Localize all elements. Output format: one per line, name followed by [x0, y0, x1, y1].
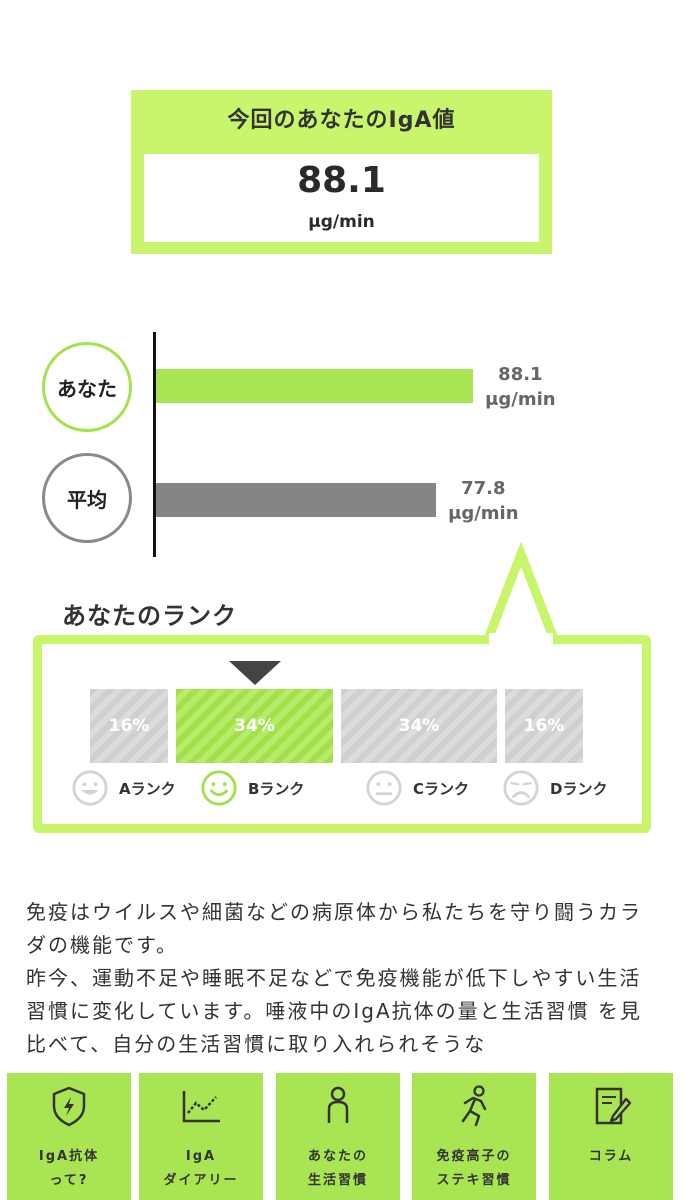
average-value-number: 77.8	[461, 478, 506, 499]
rank-segment-a: 16%	[90, 689, 168, 763]
result-unit: μg/min	[308, 212, 375, 232]
average-value-unit: μg/min	[448, 503, 519, 524]
you-value-label: 88.1 μg/min	[485, 362, 555, 412]
you-value-number: 88.1	[498, 364, 543, 385]
rank-segment-c: 34%	[341, 689, 497, 763]
nav-iga-diary[interactable]: IgA ダイアリー	[139, 1073, 263, 1200]
result-value-box: 88.1 μg/min	[144, 154, 539, 242]
average-value-label: 77.8 μg/min	[448, 476, 518, 526]
iga-result-card: 今回のあなたのIgA値 88.1 μg/min	[131, 90, 552, 254]
rank-label-c: Cランク	[413, 779, 470, 798]
shield-bolt-icon	[52, 1086, 86, 1127]
description-paragraph-2: 昨今、運動不足や睡眠不足などで免疫機能が低下しやすい生活習慣に変化しています。唾…	[26, 966, 643, 1056]
nav-lifestyle-label: あなたの 生活習慣	[307, 1149, 368, 1188]
result-title: 今回のあなたのIgA値	[227, 108, 456, 133]
you-label: あなた	[42, 342, 132, 432]
comparison-chart: あなた 平均 88.1 μg/min 77.8 μg/min	[0, 320, 683, 570]
nav-nice-habits[interactable]: 免疫高子の ステキ習慣	[412, 1073, 536, 1200]
you-bar	[156, 369, 474, 403]
big-smile-face-icon	[72, 770, 108, 806]
person-icon	[327, 1086, 349, 1123]
nav-lifestyle[interactable]: あなたの 生活習慣	[276, 1073, 400, 1200]
rank-item-d: Dランク	[502, 768, 607, 808]
rank-segment-d: 16%	[505, 689, 583, 763]
nav-iga-diary-label: IgA ダイアリー	[163, 1149, 239, 1188]
description-text: 免疫はウイルスや細菌などの病原体から私たちを守り闘うカラダの機能です。 昨今、運…	[26, 896, 658, 1061]
rank-item-a: Aランク	[71, 768, 176, 808]
you-value-unit: μg/min	[485, 389, 556, 410]
nav-column-label: コラム	[588, 1149, 634, 1164]
rank-marker-arrow	[229, 661, 281, 685]
nav-iga-about[interactable]: IgA抗体 って?	[7, 1073, 131, 1200]
nav-column[interactable]: コラム	[549, 1073, 673, 1200]
bottom-navigation: IgA抗体 って? IgA ダイアリー あなたの 生活習慣 免疫高子の ステキ習…	[0, 1073, 683, 1200]
line-chart-icon	[182, 1091, 220, 1123]
description-paragraph-1: 免疫はウイルスや細菌などの病原体から私たちを守り闘うカラダの機能です。	[26, 900, 642, 957]
running-person-icon	[461, 1085, 487, 1127]
sad-face-icon	[503, 770, 539, 806]
rank-segment-b: 34%	[176, 689, 333, 763]
rank-item-c: Cランク	[365, 768, 469, 808]
average-bar	[156, 483, 437, 517]
nav-nice-habits-label: 免疫高子の ステキ習慣	[436, 1149, 512, 1188]
notebook-pen-icon	[595, 1087, 632, 1125]
rank-label-a: Aランク	[119, 779, 176, 798]
smile-face-icon	[201, 770, 237, 806]
callout-pointer-top	[481, 541, 561, 647]
rank-item-b: Bランク	[200, 768, 304, 808]
rank-label-b: Bランク	[248, 779, 305, 798]
neutral-face-icon	[366, 770, 402, 806]
result-value: 88.1	[297, 160, 386, 201]
average-label: 平均	[42, 453, 132, 543]
nav-iga-about-label: IgA抗体 って?	[38, 1149, 100, 1188]
chart-axis	[153, 332, 156, 557]
rank-label-d: Dランク	[550, 779, 608, 798]
rank-heading: あなたのランク	[62, 602, 237, 630]
